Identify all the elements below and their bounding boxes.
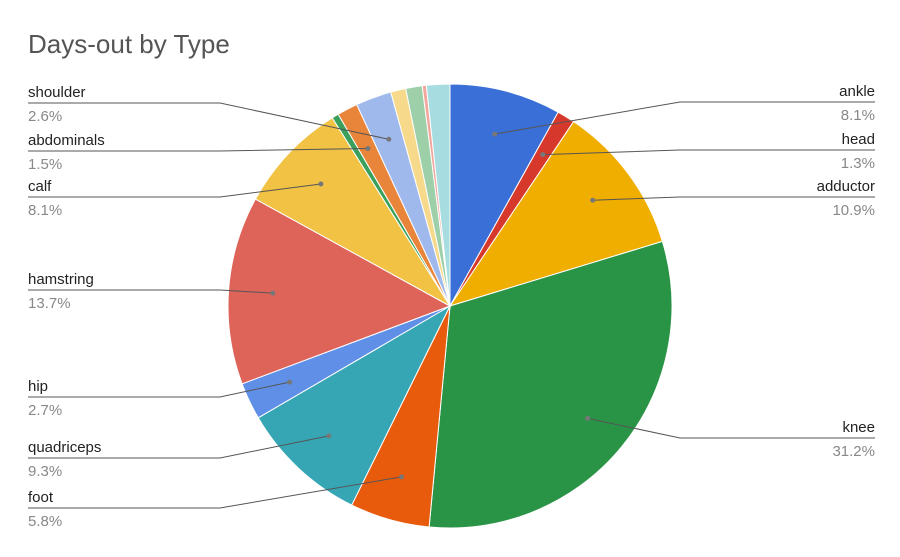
slice-label: hamstring bbox=[28, 271, 94, 288]
slice-value-label: 9.3% bbox=[28, 463, 62, 480]
leader-line bbox=[587, 417, 875, 439]
pie-slice bbox=[254, 117, 452, 308]
slice-value-label: 31.2% bbox=[832, 443, 875, 460]
leader-dot bbox=[270, 290, 276, 296]
leader-line bbox=[28, 289, 273, 294]
slice-value-label: 2.6% bbox=[28, 108, 62, 125]
slice-value-label: 8.1% bbox=[28, 202, 62, 219]
pie-slice bbox=[227, 198, 452, 385]
leader-line bbox=[28, 148, 368, 152]
leader-line bbox=[28, 476, 402, 509]
slice-value-label: 1.3% bbox=[841, 155, 875, 172]
leader-dot bbox=[585, 415, 591, 421]
leader-line bbox=[592, 196, 875, 201]
pie-slice bbox=[257, 304, 452, 506]
slice-label: calf bbox=[28, 178, 52, 195]
leader-dot bbox=[365, 146, 371, 152]
slice-label: shoulder bbox=[28, 84, 86, 101]
leader-dot bbox=[287, 379, 293, 385]
slice-value-label: 5.8% bbox=[28, 513, 62, 530]
leader-dot bbox=[326, 433, 332, 439]
leader-line bbox=[28, 381, 290, 398]
leader-dot bbox=[386, 136, 392, 142]
leader-line bbox=[28, 435, 329, 459]
leader-dot bbox=[318, 181, 324, 187]
slice-label: adductor bbox=[817, 178, 875, 195]
slice-label: foot bbox=[28, 489, 54, 506]
leader-line bbox=[494, 101, 875, 135]
slice-label: quadriceps bbox=[28, 439, 101, 456]
slice-label: hip bbox=[28, 378, 48, 395]
slice-value-label: 10.9% bbox=[832, 202, 875, 219]
leader-line bbox=[28, 102, 389, 140]
leader-dot bbox=[590, 197, 596, 203]
slice-label: knee bbox=[842, 419, 875, 436]
slice-value-label: 1.5% bbox=[28, 156, 62, 173]
chart-title: Days-out by Type bbox=[28, 29, 230, 59]
leader-line bbox=[28, 183, 321, 198]
pie-slice bbox=[425, 83, 451, 307]
slice-label: ankle bbox=[839, 83, 875, 100]
leader-line bbox=[542, 149, 875, 156]
leader-dot bbox=[399, 474, 405, 480]
pie-slice bbox=[449, 83, 559, 308]
slice-value-label: 8.1% bbox=[841, 107, 875, 124]
pie-slice bbox=[428, 240, 673, 529]
leader-dot bbox=[492, 131, 498, 137]
leader-dot bbox=[540, 152, 546, 158]
pie-slice bbox=[448, 120, 664, 307]
slice-label: abdominals bbox=[28, 132, 105, 149]
slice-label: head bbox=[842, 131, 875, 148]
slice-value-label: 2.7% bbox=[28, 402, 62, 419]
slice-value-label: 13.7% bbox=[28, 295, 71, 312]
